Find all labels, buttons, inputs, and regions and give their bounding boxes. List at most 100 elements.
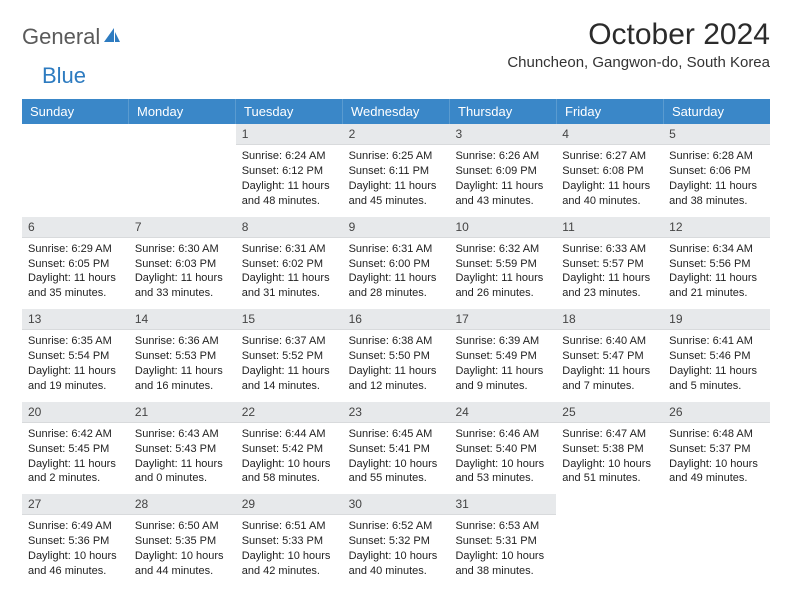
sunset-text: Sunset: 5:49 PM bbox=[455, 349, 550, 364]
day-body: Sunrise: 6:39 AMSunset: 5:49 PMDaylight:… bbox=[449, 330, 556, 401]
day-body: Sunrise: 6:47 AMSunset: 5:38 PMDaylight:… bbox=[556, 423, 663, 494]
logo-text-1: General bbox=[22, 24, 100, 50]
day-number: 15 bbox=[236, 309, 343, 330]
day-body: Sunrise: 6:28 AMSunset: 6:06 PMDaylight:… bbox=[663, 145, 770, 216]
day-body: Sunrise: 6:52 AMSunset: 5:32 PMDaylight:… bbox=[343, 515, 450, 586]
daylight-text: Daylight: 10 hours and 42 minutes. bbox=[242, 549, 337, 579]
daylight-text: Daylight: 11 hours and 35 minutes. bbox=[28, 271, 123, 301]
day-number: 6 bbox=[22, 217, 129, 238]
sunrise-text: Sunrise: 6:44 AM bbox=[242, 427, 337, 442]
week-row: 1Sunrise: 6:24 AMSunset: 6:12 PMDaylight… bbox=[22, 124, 770, 217]
sunrise-text: Sunrise: 6:40 AM bbox=[562, 334, 657, 349]
daylight-text: Daylight: 10 hours and 38 minutes. bbox=[455, 549, 550, 579]
daylight-text: Daylight: 11 hours and 45 minutes. bbox=[349, 179, 444, 209]
day-cell-4: 4Sunrise: 6:27 AMSunset: 6:08 PMDaylight… bbox=[556, 124, 663, 217]
daylight-text: Daylight: 11 hours and 48 minutes. bbox=[242, 179, 337, 209]
daylight-text: Daylight: 11 hours and 43 minutes. bbox=[455, 179, 550, 209]
day-number: 8 bbox=[236, 217, 343, 238]
day-number: 27 bbox=[22, 494, 129, 515]
week-row: 27Sunrise: 6:49 AMSunset: 5:36 PMDayligh… bbox=[22, 494, 770, 587]
sunrise-text: Sunrise: 6:45 AM bbox=[349, 427, 444, 442]
day-header-wednesday: Wednesday bbox=[343, 99, 450, 124]
sunrise-text: Sunrise: 6:34 AM bbox=[669, 242, 764, 257]
sunrise-text: Sunrise: 6:31 AM bbox=[242, 242, 337, 257]
daylight-text: Daylight: 11 hours and 28 minutes. bbox=[349, 271, 444, 301]
location-subtitle: Chuncheon, Gangwon-do, South Korea bbox=[507, 54, 770, 71]
sunset-text: Sunset: 5:56 PM bbox=[669, 257, 764, 272]
day-number bbox=[663, 494, 770, 514]
daylight-text: Daylight: 11 hours and 33 minutes. bbox=[135, 271, 230, 301]
day-body: Sunrise: 6:43 AMSunset: 5:43 PMDaylight:… bbox=[129, 423, 236, 494]
day-cell-29: 29Sunrise: 6:51 AMSunset: 5:33 PMDayligh… bbox=[236, 494, 343, 587]
daylight-text: Daylight: 11 hours and 9 minutes. bbox=[455, 364, 550, 394]
day-number: 14 bbox=[129, 309, 236, 330]
sunrise-text: Sunrise: 6:36 AM bbox=[135, 334, 230, 349]
day-number: 24 bbox=[449, 402, 556, 423]
day-cell-17: 17Sunrise: 6:39 AMSunset: 5:49 PMDayligh… bbox=[449, 309, 556, 402]
day-number: 21 bbox=[129, 402, 236, 423]
day-body: Sunrise: 6:45 AMSunset: 5:41 PMDaylight:… bbox=[343, 423, 450, 494]
empty-day-cell bbox=[22, 124, 129, 217]
week-row: 6Sunrise: 6:29 AMSunset: 6:05 PMDaylight… bbox=[22, 217, 770, 310]
sunset-text: Sunset: 5:46 PM bbox=[669, 349, 764, 364]
day-number: 4 bbox=[556, 124, 663, 145]
daylight-text: Daylight: 10 hours and 49 minutes. bbox=[669, 457, 764, 487]
calendar-grid: SundayMondayTuesdayWednesdayThursdayFrid… bbox=[22, 99, 770, 587]
day-cell-1: 1Sunrise: 6:24 AMSunset: 6:12 PMDaylight… bbox=[236, 124, 343, 217]
day-cell-9: 9 Sunrise: 6:31 AMSunset: 6:00 PMDaylight… bbox=[343, 217, 450, 310]
day-cell-2: 2Sunrise: 6:25 AMSunset: 6:11 PMDaylight… bbox=[343, 124, 450, 217]
day-cell-24: 24Sunrise: 6:46 AMSunset: 5:40 PMDayligh… bbox=[449, 402, 556, 495]
day-body: Sunrise: 6:27 AMSunset: 6:08 PMDaylight:… bbox=[556, 145, 663, 216]
day-number: 13 bbox=[22, 309, 129, 330]
daylight-text: Daylight: 11 hours and 2 minutes. bbox=[28, 457, 123, 487]
day-cell-11: 11Sunrise: 6:33 AMSunset: 5:57 PMDayligh… bbox=[556, 217, 663, 310]
day-body: Sunrise: 6:36 AMSunset: 5:53 PMDaylight:… bbox=[129, 330, 236, 401]
day-number: 2 bbox=[343, 124, 450, 145]
day-body: Sunrise: 6:31 AMSunset: 6:02 PMDaylight:… bbox=[236, 238, 343, 309]
sunrise-text: Sunrise: 6:33 AM bbox=[562, 242, 657, 257]
sunrise-text: Sunrise: 6:53 AM bbox=[455, 519, 550, 534]
day-cell-8: 8Sunrise: 6:31 AMSunset: 6:02 PMDaylight… bbox=[236, 217, 343, 310]
sunset-text: Sunset: 5:52 PM bbox=[242, 349, 337, 364]
day-body: Sunrise: 6:33 AMSunset: 5:57 PMDaylight:… bbox=[556, 238, 663, 309]
day-cell-3: 3Sunrise: 6:26 AMSunset: 6:09 PMDaylight… bbox=[449, 124, 556, 217]
sunrise-text: Sunrise: 6:51 AM bbox=[242, 519, 337, 534]
daylight-text: Daylight: 11 hours and 40 minutes. bbox=[562, 179, 657, 209]
sunrise-text: Sunrise: 6:29 AM bbox=[28, 242, 123, 257]
sunset-text: Sunset: 5:47 PM bbox=[562, 349, 657, 364]
daylight-text: Daylight: 11 hours and 14 minutes. bbox=[242, 364, 337, 394]
day-cell-12: 12Sunrise: 6:34 AMSunset: 5:56 PMDayligh… bbox=[663, 217, 770, 310]
day-body: Sunrise: 6:25 AMSunset: 6:11 PMDaylight:… bbox=[343, 145, 450, 216]
sunrise-text: Sunrise: 6:49 AM bbox=[28, 519, 123, 534]
day-cell-13: 13Sunrise: 6:35 AMSunset: 5:54 PMDayligh… bbox=[22, 309, 129, 402]
sunrise-text: Sunrise: 6:31 AM bbox=[349, 242, 444, 257]
day-header-friday: Friday bbox=[557, 99, 664, 124]
daylight-text: Daylight: 11 hours and 26 minutes. bbox=[455, 271, 550, 301]
sunset-text: Sunset: 5:50 PM bbox=[349, 349, 444, 364]
sunset-text: Sunset: 6:00 PM bbox=[349, 257, 444, 272]
sunrise-text: Sunrise: 6:42 AM bbox=[28, 427, 123, 442]
day-number: 9 bbox=[343, 217, 450, 238]
day-cell-20: 20Sunrise: 6:42 AMSunset: 5:45 PMDayligh… bbox=[22, 402, 129, 495]
logo: General bbox=[22, 18, 122, 50]
day-body: Sunrise: 6:35 AMSunset: 5:54 PMDaylight:… bbox=[22, 330, 129, 401]
sunrise-text: Sunrise: 6:52 AM bbox=[349, 519, 444, 534]
day-cell-26: 26Sunrise: 6:48 AMSunset: 5:37 PMDayligh… bbox=[663, 402, 770, 495]
day-cell-6: 6Sunrise: 6:29 AMSunset: 6:05 PMDaylight… bbox=[22, 217, 129, 310]
day-number: 1 bbox=[236, 124, 343, 145]
sunset-text: Sunset: 5:43 PM bbox=[135, 442, 230, 457]
day-cell-5: 5Sunrise: 6:28 AMSunset: 6:06 PMDaylight… bbox=[663, 124, 770, 217]
daylight-text: Daylight: 11 hours and 16 minutes. bbox=[135, 364, 230, 394]
sunrise-text: Sunrise: 6:28 AM bbox=[669, 149, 764, 164]
daylight-text: Daylight: 11 hours and 21 minutes. bbox=[669, 271, 764, 301]
day-cell-15: 15Sunrise: 6:37 AMSunset: 5:52 PMDayligh… bbox=[236, 309, 343, 402]
day-body: Sunrise: 6:32 AMSunset: 5:59 PMDaylight:… bbox=[449, 238, 556, 309]
sunset-text: Sunset: 6:08 PM bbox=[562, 164, 657, 179]
daylight-text: Daylight: 10 hours and 44 minutes. bbox=[135, 549, 230, 579]
sunrise-text: Sunrise: 6:38 AM bbox=[349, 334, 444, 349]
sunrise-text: Sunrise: 6:39 AM bbox=[455, 334, 550, 349]
sunrise-text: Sunrise: 6:50 AM bbox=[135, 519, 230, 534]
logo-text-2: Blue bbox=[42, 63, 86, 89]
sunset-text: Sunset: 5:53 PM bbox=[135, 349, 230, 364]
day-body: Sunrise: 6:37 AMSunset: 5:52 PMDaylight:… bbox=[236, 330, 343, 401]
